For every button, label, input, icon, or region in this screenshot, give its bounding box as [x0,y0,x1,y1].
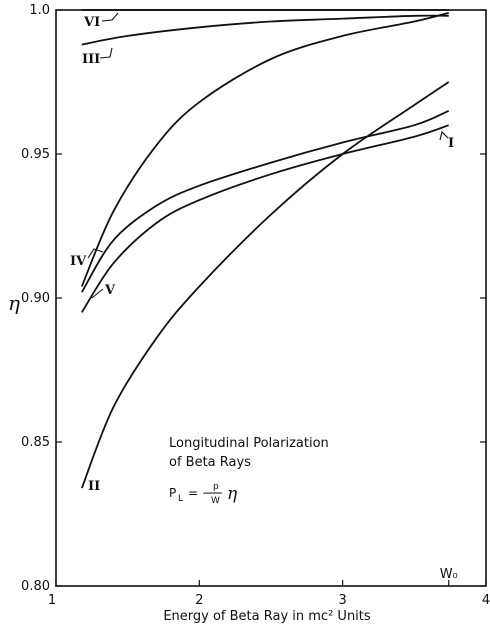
formula-equals: = − [188,486,212,500]
formula: P L = − p W η [169,482,238,506]
x-tick-label: 1 [48,593,56,608]
curve-label-ii: II [88,479,100,494]
y-tick-label: 0.90 [21,291,50,306]
annotation-block: Longitudinal Polarization of Beta Rays P… [169,436,329,506]
formula-eta: η [227,484,238,504]
curve-label-v: V [104,283,116,298]
curve-label-pointer-iii [99,47,113,59]
x-tick-label: 4 [482,593,490,608]
plot-frame [55,9,487,587]
series-line-i [81,109,450,293]
x-tick-label: 3 [339,593,347,608]
curve-label-pointer-iv [87,248,104,259]
y-tick-label: 0.85 [21,435,50,450]
series-line-ii [80,81,450,489]
curve-label-iii: III [82,52,100,67]
curve-label-pointer-vi [101,12,119,22]
y-tick-label: 0.80 [21,579,50,594]
series-line-v [81,124,449,313]
curve-label-vi: VI [83,15,100,30]
annotation-line-2: of Beta Rays [169,455,251,470]
x-axis-title: Energy of Beta Ray in mc² Units [163,609,371,624]
y-tick-label: 0.95 [21,147,50,162]
curve-label-pointer-v [91,288,104,299]
curve-label-iv: IV [70,254,87,269]
annotation-line-1: Longitudinal Polarization [169,436,329,451]
curves [80,9,450,489]
y-axis-title: η [8,291,20,315]
curve-label-pointer-i [439,130,449,141]
formula-lhs: P [169,486,176,500]
curve-label-i: I [448,136,454,151]
axes: 0.80 0.85 0.90 0.95 1.0 1 2 3 4 W₀ [21,3,490,608]
formula-denominator: W [211,496,220,506]
y-tick-label: 1.0 [29,3,50,18]
formula-lhs-subscript: L [178,494,183,504]
x-tick-label-w0: W₀ [440,567,458,582]
series-line-iii [81,14,449,46]
series-line-iv [80,12,449,287]
x-tick-label: 2 [195,593,203,608]
formula-numerator: p [213,482,219,492]
